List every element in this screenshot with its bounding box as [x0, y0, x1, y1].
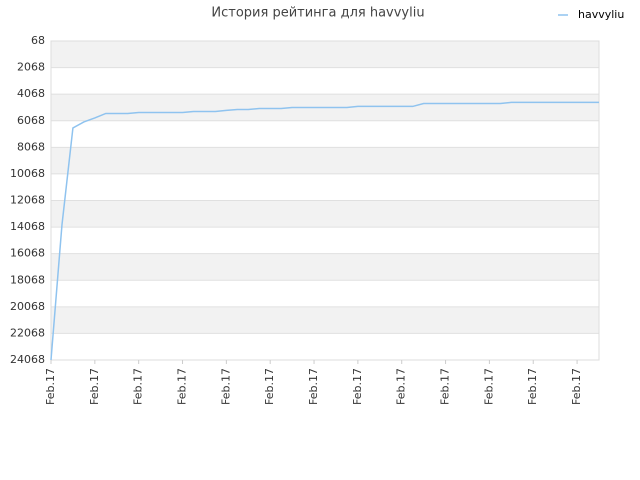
y-tick-label: 6068	[17, 114, 45, 127]
grid-band	[51, 333, 599, 360]
grid-band	[51, 227, 599, 254]
y-tick-label: 22068	[10, 326, 45, 339]
y-tick-label: 24068	[10, 353, 45, 366]
y-tick-label: 16068	[10, 247, 45, 260]
x-tick-label: Feb.17	[219, 368, 232, 405]
y-tick-label: 10068	[10, 167, 45, 180]
x-tick-label: Feb.17	[176, 368, 189, 405]
chart-title: История рейтинга для havvyliu	[211, 6, 424, 21]
y-tick-label: 20068	[10, 300, 45, 313]
x-tick-label: Feb.17	[351, 368, 364, 405]
y-tick-label: 8068	[17, 140, 45, 153]
x-tick-label: Feb.17	[439, 368, 452, 405]
y-tick-label: 14068	[10, 220, 45, 233]
y-tick-label: 12068	[10, 194, 45, 207]
line-series	[50, 101, 599, 361]
grid-band	[51, 306, 599, 334]
x-tick-label: Feb.17	[307, 368, 320, 405]
grid-band	[51, 41, 599, 68]
y-tick-label: 18068	[10, 273, 45, 286]
y-tick-label: 2068	[17, 61, 45, 74]
x-tick-label: Feb.17	[526, 368, 539, 405]
legend-label: havvyliu	[578, 8, 624, 21]
grid-band	[51, 147, 599, 174]
x-tick-label: Feb.17	[482, 368, 495, 405]
y-tick-label: 68	[31, 34, 45, 47]
x-tick-label: Feb.17	[570, 368, 583, 405]
x-tick-label: Feb.17	[263, 368, 276, 405]
x-tick-label: Feb.17	[395, 368, 408, 405]
plot-frame	[50, 40, 600, 361]
grid-band	[51, 253, 599, 281]
grid-band	[51, 173, 599, 201]
x-tick-label: Feb.17	[88, 368, 101, 405]
grid-band	[51, 200, 599, 228]
grid-band	[51, 120, 599, 148]
grid-band	[51, 280, 599, 307]
x-tick-label: Feb.17	[44, 368, 57, 405]
x-tick-label: Feb.17	[132, 368, 145, 405]
y-tick-label: 4068	[17, 87, 45, 100]
grid-band	[51, 67, 599, 95]
